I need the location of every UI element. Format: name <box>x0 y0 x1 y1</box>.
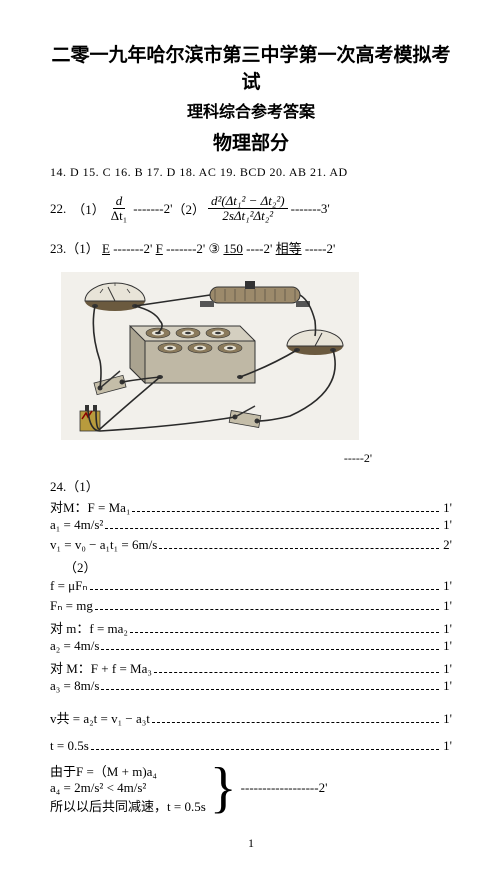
bracket-line-3: 所以以后共同减速，t = 0.5s <box>50 796 206 815</box>
marks: 1' <box>443 678 452 694</box>
eq-text: a₂ = 4m/s <box>50 638 99 654</box>
question-23: 23.（1） E -------2' F -------2' ③ 150 ---… <box>50 238 452 257</box>
dash-fill <box>159 548 439 549</box>
q24-sub2: （2） <box>64 557 452 576</box>
bracket-marks: ------------------2' <box>241 780 328 796</box>
marks: 1' <box>443 638 452 654</box>
q22-frac1: d Δt₁ <box>108 194 131 224</box>
eq-text: 对M：F = Ma₁ <box>50 497 130 516</box>
bracket-line-2: a₄ = 2m/s² < 4m/s² <box>50 780 206 796</box>
q23-m4: -----2' <box>305 241 336 256</box>
marks: 1' <box>443 517 452 533</box>
resistance-box-icon <box>130 326 255 383</box>
q22-frac2: d²(Δt₁² − Δt₂²) 2sΔt₁²Δt₂² <box>208 194 288 224</box>
q22-p1-prefix: （1） <box>72 199 105 218</box>
eq-text: Fₙ = mg <box>50 598 93 614</box>
q22-p2-prefix: （2） <box>172 199 205 218</box>
marks: 1' <box>443 500 452 516</box>
eq-line: v共 = a₂t = v₁ − a₃t 1' <box>50 708 452 726</box>
q23-m3: ----2' <box>246 241 272 256</box>
eq-line: Fₙ = mg 1' <box>50 598 452 616</box>
marks: 2' <box>443 537 452 553</box>
page-number: 1 <box>50 836 452 851</box>
eq-line: t = 0.5s 1' <box>50 738 452 756</box>
mc-answers: 14. D 15. C 16. B 17. D 18. AC 19. BCD 2… <box>50 165 452 180</box>
frac2-num: d²(Δt₁² − Δt₂²) <box>208 194 288 209</box>
figure-marks: -----2' <box>50 451 372 466</box>
q22-p2-suffix: -------3' <box>291 201 330 217</box>
right-brace-icon: } <box>210 760 237 816</box>
eq-line: 对 m：f = ma₂ 1' <box>50 618 452 636</box>
subtitle: 理科综合参考答案 <box>50 98 452 122</box>
marks: 1' <box>443 621 452 637</box>
eq-line: 对 M：F + f = Ma₃ 1' <box>50 658 452 676</box>
dash-fill <box>154 672 439 673</box>
dash-fill <box>101 649 439 650</box>
eq-line: 对M：F = Ma₁ 1' <box>50 497 452 515</box>
q22-label: 22. <box>50 201 66 217</box>
exam-title: 二零一九年哈尔滨市第三中学第一次高考模拟考试 <box>50 40 452 94</box>
dash-fill <box>130 632 439 633</box>
eq-text: 对 M：F + f = Ma₃ <box>50 658 152 677</box>
eq-line: a₁ = 4m/s² 1' <box>50 517 452 535</box>
dash-fill <box>101 689 439 690</box>
q23-blank1: E <box>102 241 110 256</box>
marks: 1' <box>443 738 452 754</box>
q24-header: 24.（1） <box>50 476 452 495</box>
dash-fill <box>95 609 439 610</box>
q23-blank4: 相等 <box>276 241 302 256</box>
eq-text: v₁ = v₀ − a₁t₁ = 6m/s <box>50 537 157 553</box>
q23-m1: -------2' <box>113 241 155 256</box>
dash-fill <box>105 528 439 529</box>
dash-fill <box>132 511 439 512</box>
frac2-den: 2sΔt₁²Δt₂² <box>219 209 276 223</box>
eq-text: v共 = a₂t = v₁ − a₃t <box>50 708 150 727</box>
bracket-line-1: 由于F =（M + m)a₄ <box>50 761 206 780</box>
eq-text: f = μFₙ <box>50 578 88 594</box>
circuit-figure <box>60 271 360 441</box>
marks: 1' <box>443 598 452 614</box>
eq-line: v₁ = v₀ − a₁t₁ = 6m/s 2' <box>50 537 452 555</box>
q23-blank3: 150 <box>223 241 243 256</box>
q23-m2: -------2' ③ <box>166 241 220 256</box>
eq-text: t = 0.5s <box>50 738 89 754</box>
eq-line: f = μFₙ 1' <box>50 578 452 596</box>
question-24: 24.（1） 对M：F = Ma₁ 1' a₁ = 4m/s² 1' v₁ = … <box>50 476 452 816</box>
dash-fill <box>90 589 440 590</box>
section-title: 物理部分 <box>50 128 452 155</box>
question-22: 22. （1） d Δt₁ -------2' （2） d²(Δt₁² − Δt… <box>50 194 452 224</box>
eq-text: a₁ = 4m/s² <box>50 517 103 533</box>
dash-fill <box>152 722 439 723</box>
frac1-den: Δt₁ <box>108 209 131 223</box>
marks: 1' <box>443 578 452 594</box>
q23-text: 23.（1） <box>50 241 99 256</box>
bracket-group: 由于F =（M + m)a₄ a₄ = 2m/s² < 4m/s² 所以以后共同… <box>50 760 452 816</box>
q22-p1-suffix: -------2' <box>133 201 172 217</box>
marks: 1' <box>443 711 452 727</box>
eq-text: a₃ = 8m/s <box>50 678 99 694</box>
dash-fill <box>91 749 439 750</box>
eq-text: 对 m：f = ma₂ <box>50 618 128 637</box>
eq-line: a₃ = 8m/s 1' <box>50 678 452 696</box>
q23-blank2: F <box>156 241 163 256</box>
eq-line: a₂ = 4m/s 1' <box>50 638 452 656</box>
marks: 1' <box>443 661 452 677</box>
frac1-num: d <box>113 194 126 209</box>
